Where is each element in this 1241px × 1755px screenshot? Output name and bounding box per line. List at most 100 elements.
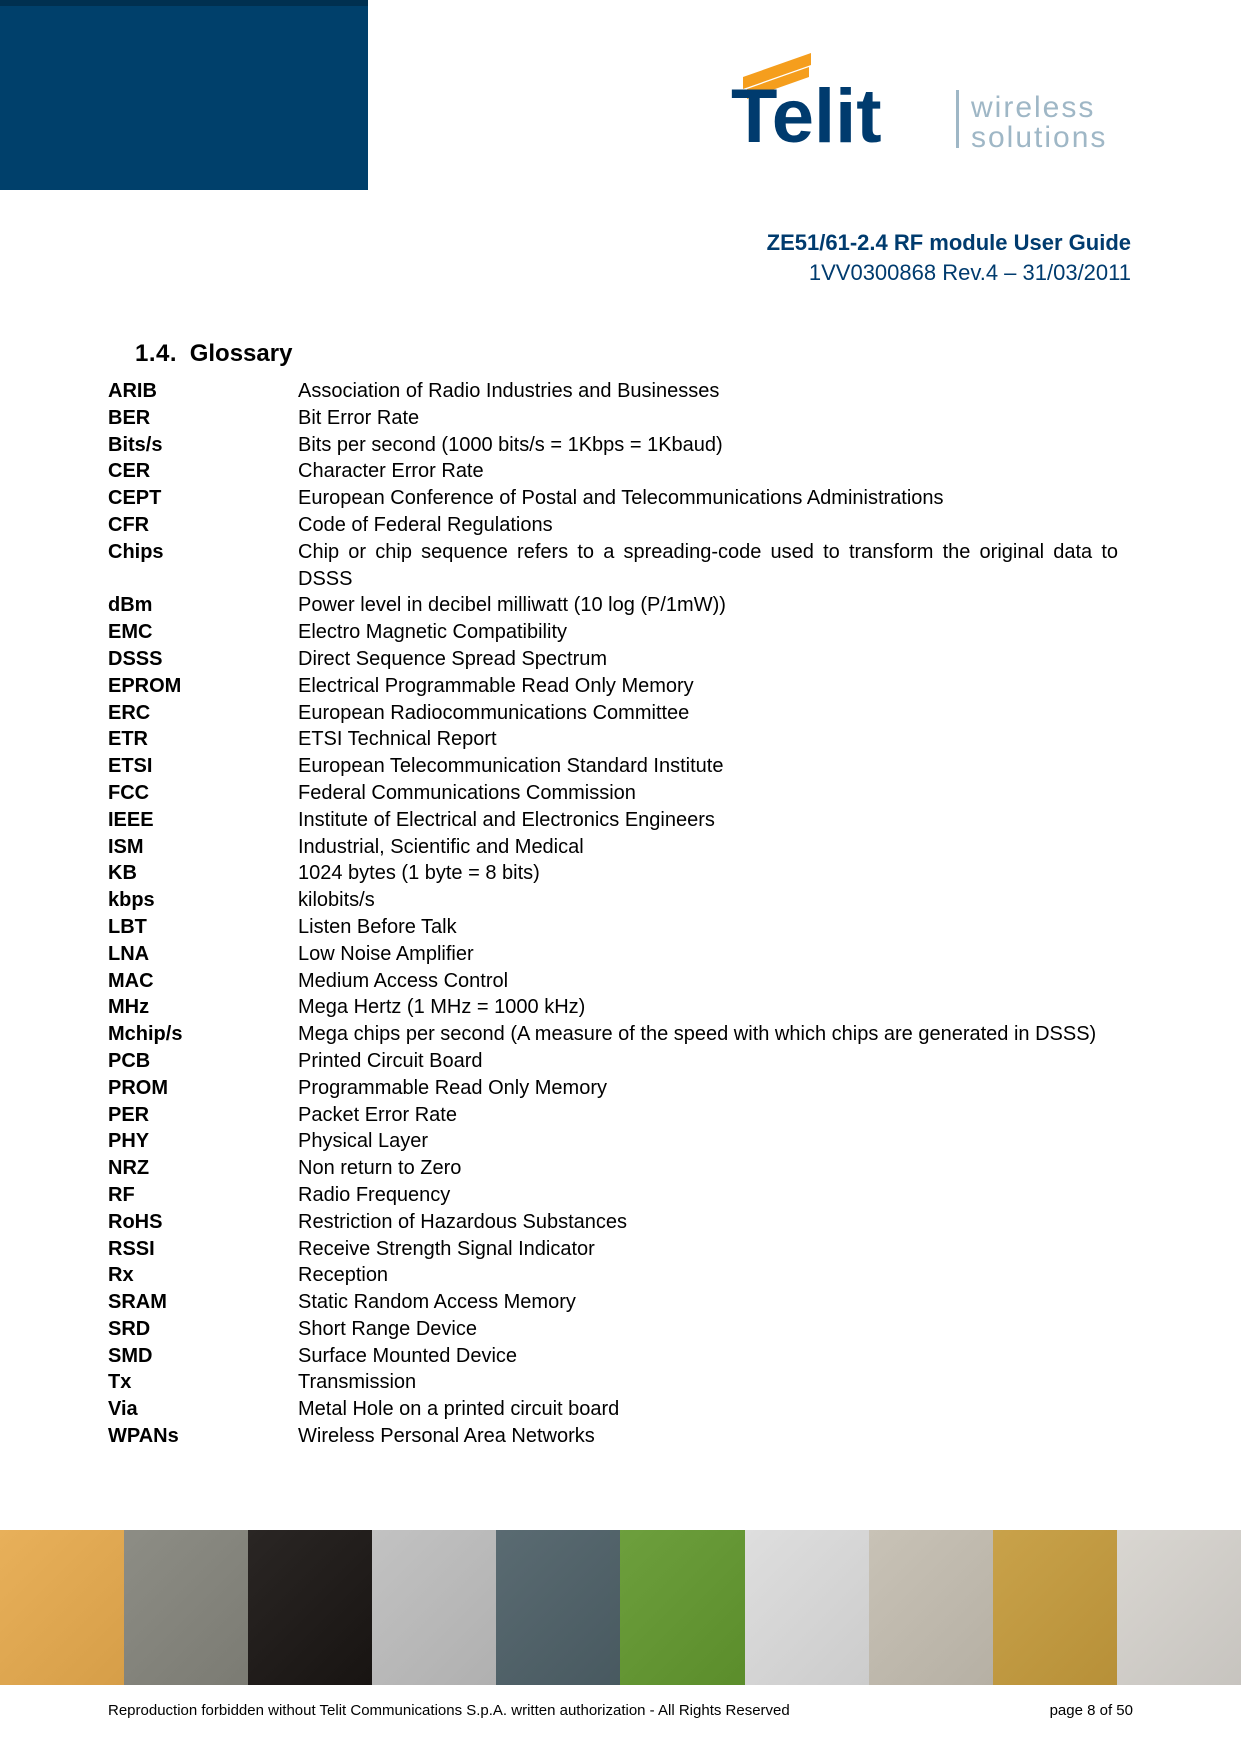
glossary-row: PERPacket Error Rate: [108, 1102, 1118, 1129]
glossary-definition: Static Random Access Memory: [298, 1289, 1118, 1316]
section-number: 1.4.: [135, 340, 177, 367]
footer-band-tile: [372, 1530, 496, 1685]
glossary-term: KB: [108, 860, 298, 887]
glossary-row: dBmPower level in decibel milliwatt (10 …: [108, 592, 1118, 619]
glossary-term: Via: [108, 1396, 298, 1423]
header: Telit wireless solutions: [0, 0, 1241, 190]
glossary-row: SRAMStatic Random Access Memory: [108, 1289, 1118, 1316]
glossary-definition: Direct Sequence Spread Spectrum: [298, 646, 1118, 673]
footer-band-tile: [993, 1530, 1117, 1685]
glossary-row: ISMIndustrial, Scientific and Medical: [108, 834, 1118, 861]
svg-text:solutions: solutions: [971, 121, 1107, 154]
footer-band-tile: [1117, 1530, 1241, 1685]
glossary-term: kbps: [108, 887, 298, 914]
glossary-row: CFRCode of Federal Regulations: [108, 512, 1118, 539]
glossary-row: RoHSRestriction of Hazardous Substances: [108, 1209, 1118, 1236]
glossary-definition: Listen Before Talk: [298, 914, 1118, 941]
glossary-row: RSSIReceive Strength Signal Indicator: [108, 1236, 1118, 1263]
glossary-term: LNA: [108, 941, 298, 968]
glossary-definition: Surface Mounted Device: [298, 1343, 1118, 1370]
footer-copyright: Reproduction forbidden without Telit Com…: [108, 1702, 790, 1719]
glossary-definition: 1024 bytes (1 byte = 8 bits): [298, 860, 1118, 887]
glossary-row: DSSSDirect Sequence Spread Spectrum: [108, 646, 1118, 673]
glossary-row: ViaMetal Hole on a printed circuit board: [108, 1396, 1118, 1423]
glossary-definition: Bit Error Rate: [298, 405, 1118, 432]
section-heading: 1.4. Glossary: [135, 340, 292, 368]
glossary-term: PCB: [108, 1048, 298, 1075]
glossary-term: ISM: [108, 834, 298, 861]
glossary-term: ERC: [108, 700, 298, 727]
glossary-definition: Reception: [298, 1262, 1118, 1289]
glossary-definition: Character Error Rate: [298, 458, 1118, 485]
glossary-row: ETRETSI Technical Report: [108, 726, 1118, 753]
glossary-term: EPROM: [108, 673, 298, 700]
glossary-row: LNALow Noise Amplifier: [108, 941, 1118, 968]
footer-page: page 8 of 50: [1050, 1702, 1133, 1719]
glossary-definition: Programmable Read Only Memory: [298, 1075, 1118, 1102]
glossary-row: ChipsChip or chip sequence refers to a s…: [108, 539, 1118, 593]
glossary-row: RFRadio Frequency: [108, 1182, 1118, 1209]
glossary-term: WPANs: [108, 1423, 298, 1450]
glossary-term: MHz: [108, 994, 298, 1021]
glossary-row: MHzMega Hertz (1 MHz = 1000 kHz): [108, 994, 1118, 1021]
glossary-row: FCCFederal Communications Commission: [108, 780, 1118, 807]
glossary-definition: Wireless Personal Area Networks: [298, 1423, 1118, 1450]
glossary-term: Bits/s: [108, 432, 298, 459]
glossary-row: MACMedium Access Control: [108, 968, 1118, 995]
glossary-row: Bits/sBits per second (1000 bits/s = 1Kb…: [108, 432, 1118, 459]
glossary-term: Chips: [108, 539, 298, 566]
svg-text:wireless: wireless: [970, 91, 1095, 124]
footer-band-tile: [496, 1530, 620, 1685]
glossary-row: RxReception: [108, 1262, 1118, 1289]
glossary-term: dBm: [108, 592, 298, 619]
glossary-term: SMD: [108, 1343, 298, 1370]
glossary-definition: Printed Circuit Board: [298, 1048, 1118, 1075]
glossary-term: ETSI: [108, 753, 298, 780]
glossary-row: SRDShort Range Device: [108, 1316, 1118, 1343]
glossary-row: ARIBAssociation of Radio Industries and …: [108, 378, 1118, 405]
glossary-definition: Institute of Electrical and Electronics …: [298, 807, 1118, 834]
glossary-term: PROM: [108, 1075, 298, 1102]
header-left-block: [0, 0, 380, 190]
header-right-block: Telit wireless solutions: [392, 0, 1241, 190]
glossary-row: PCBPrinted Circuit Board: [108, 1048, 1118, 1075]
glossary-definition: Mega Hertz (1 MHz = 1000 kHz): [298, 994, 1118, 1021]
glossary-row: PROMProgrammable Read Only Memory: [108, 1075, 1118, 1102]
glossary-row: ERCEuropean Radiocommunications Committe…: [108, 700, 1118, 727]
glossary-definition: Short Range Device: [298, 1316, 1118, 1343]
glossary-definition: Power level in decibel milliwatt (10 log…: [298, 592, 1118, 619]
glossary-definition: Transmission: [298, 1369, 1118, 1396]
glossary-definition: Mega chips per second (A measure of the …: [298, 1021, 1118, 1048]
glossary-row: TxTransmission: [108, 1369, 1118, 1396]
glossary-term: CEPT: [108, 485, 298, 512]
glossary-row: EPROMElectrical Programmable Read Only M…: [108, 673, 1118, 700]
glossary-definition: European Conference of Postal and Teleco…: [298, 485, 1118, 512]
glossary-row: KB1024 bytes (1 byte = 8 bits): [108, 860, 1118, 887]
glossary-definition: Electro Magnetic Compatibility: [298, 619, 1118, 646]
telit-logo: Telit wireless solutions: [731, 45, 1161, 165]
glossary-definition: Restriction of Hazardous Substances: [298, 1209, 1118, 1236]
glossary-row: LBTListen Before Talk: [108, 914, 1118, 941]
doc-title-line1: ZE51/61-2.4 RF module User Guide: [767, 228, 1131, 258]
glossary-table: ARIBAssociation of Radio Industries and …: [108, 378, 1118, 1450]
footer-image-band: [0, 1530, 1241, 1685]
glossary-definition: Association of Radio Industries and Busi…: [298, 378, 1118, 405]
glossary-term: DSSS: [108, 646, 298, 673]
glossary-row: Mchip/sMega chips per second (A measure …: [108, 1021, 1118, 1048]
footer-band-tile: [745, 1530, 869, 1685]
glossary-definition: Medium Access Control: [298, 968, 1118, 995]
glossary-row: CEPTEuropean Conference of Postal and Te…: [108, 485, 1118, 512]
footer-band-tile: [124, 1530, 248, 1685]
glossary-term: IEEE: [108, 807, 298, 834]
glossary-term: ARIB: [108, 378, 298, 405]
glossary-definition: Low Noise Amplifier: [298, 941, 1118, 968]
glossary-term: PHY: [108, 1128, 298, 1155]
glossary-term: NRZ: [108, 1155, 298, 1182]
footer-band-tile: [248, 1530, 372, 1685]
glossary-definition: Packet Error Rate: [298, 1102, 1118, 1129]
doc-title-line2: 1VV0300868 Rev.4 – 31/03/2011: [767, 258, 1131, 288]
glossary-row: CERCharacter Error Rate: [108, 458, 1118, 485]
glossary-row: EMCElectro Magnetic Compatibility: [108, 619, 1118, 646]
glossary-row: WPANsWireless Personal Area Networks: [108, 1423, 1118, 1450]
footer-band-tile: [0, 1530, 124, 1685]
